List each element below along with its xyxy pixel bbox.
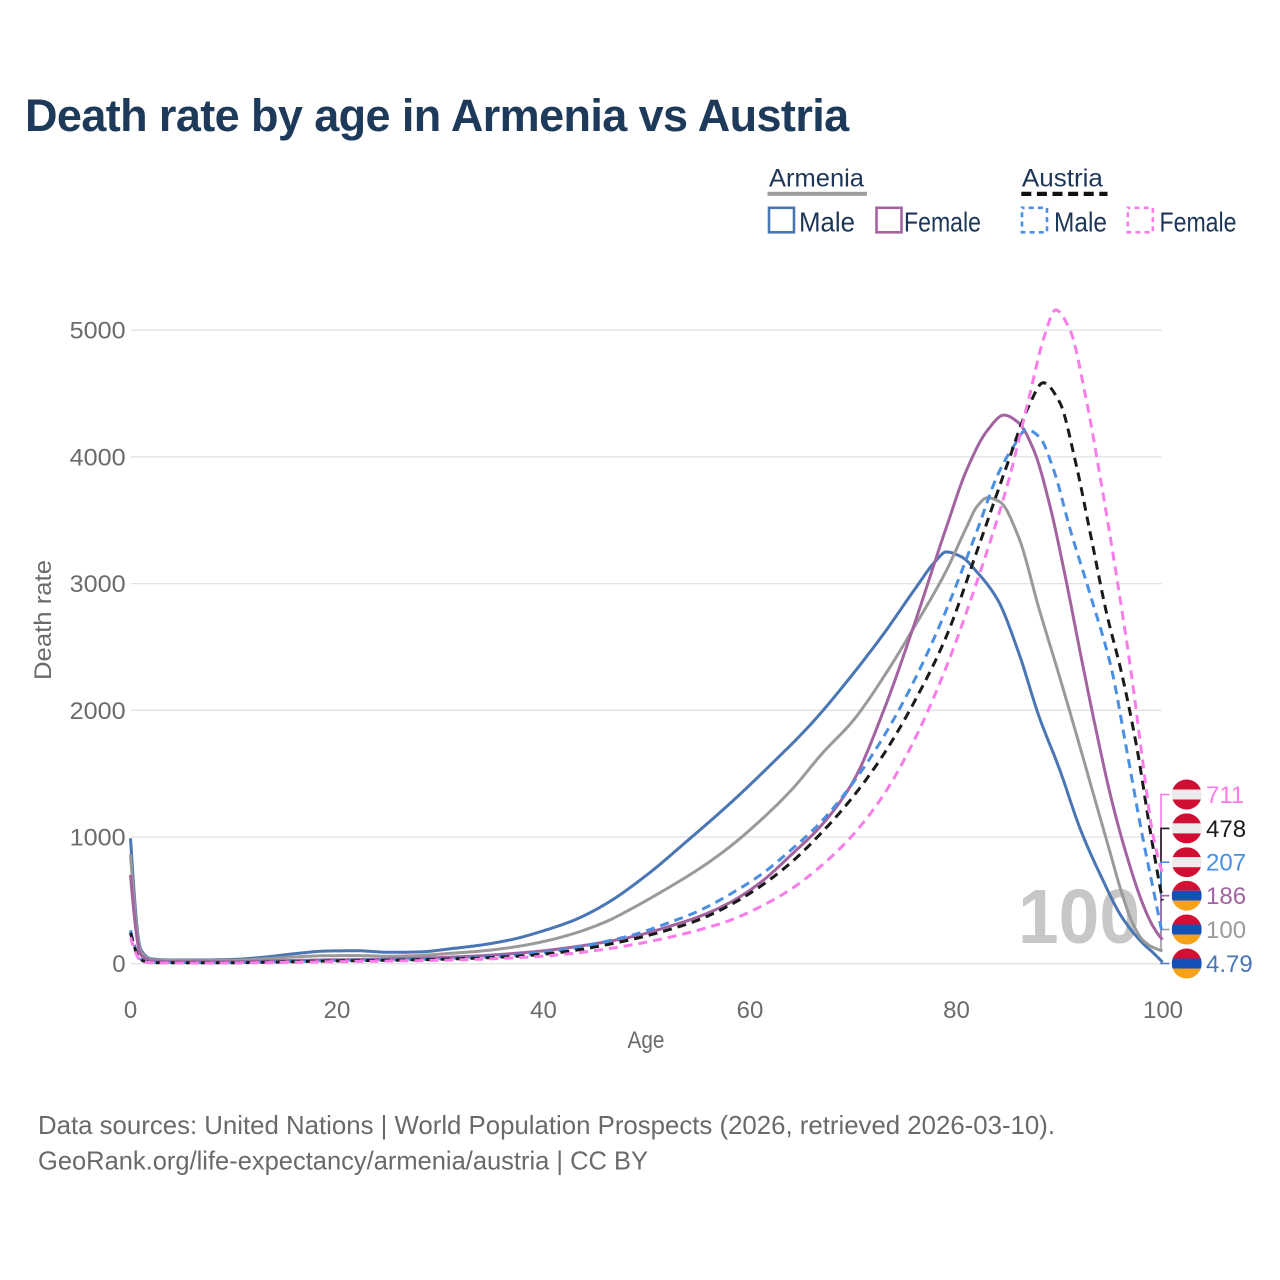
svg-text:3000: 3000 — [70, 571, 126, 598]
svg-text:100: 100 — [1143, 997, 1183, 1024]
svg-text:40: 40 — [530, 997, 557, 1024]
svg-text:100: 100 — [1206, 917, 1246, 944]
svg-text:0: 0 — [112, 951, 125, 978]
svg-text:5000: 5000 — [70, 318, 126, 345]
svg-text:0: 0 — [124, 997, 137, 1024]
svg-text:Male: Male — [799, 206, 855, 237]
svg-text:Age: Age — [628, 1027, 665, 1054]
svg-text:GeoRank.org/life-expectancy/ar: GeoRank.org/life-expectancy/armenia/aust… — [38, 1146, 648, 1176]
svg-text:1000: 1000 — [70, 825, 126, 852]
svg-text:80: 80 — [943, 997, 970, 1024]
svg-text:207: 207 — [1206, 850, 1246, 877]
svg-text:Female: Female — [1160, 206, 1237, 237]
svg-text:4.79: 4.79 — [1206, 951, 1253, 978]
svg-text:Austria: Austria — [1022, 164, 1103, 192]
svg-text:Male: Male — [1054, 206, 1107, 237]
svg-text:Armenia: Armenia — [769, 164, 864, 192]
svg-text:478: 478 — [1206, 816, 1246, 843]
svg-text:Death rate: Death rate — [30, 560, 57, 680]
svg-text:711: 711 — [1206, 782, 1244, 809]
svg-text:186: 186 — [1206, 883, 1246, 910]
svg-text:60: 60 — [737, 997, 764, 1024]
svg-text:Female: Female — [904, 206, 981, 237]
svg-text:Data sources: United Nations |: Data sources: United Nations | World Pop… — [38, 1110, 1055, 1140]
svg-text:2000: 2000 — [70, 698, 126, 725]
svg-text:20: 20 — [324, 997, 351, 1024]
svg-text:4000: 4000 — [70, 444, 126, 471]
